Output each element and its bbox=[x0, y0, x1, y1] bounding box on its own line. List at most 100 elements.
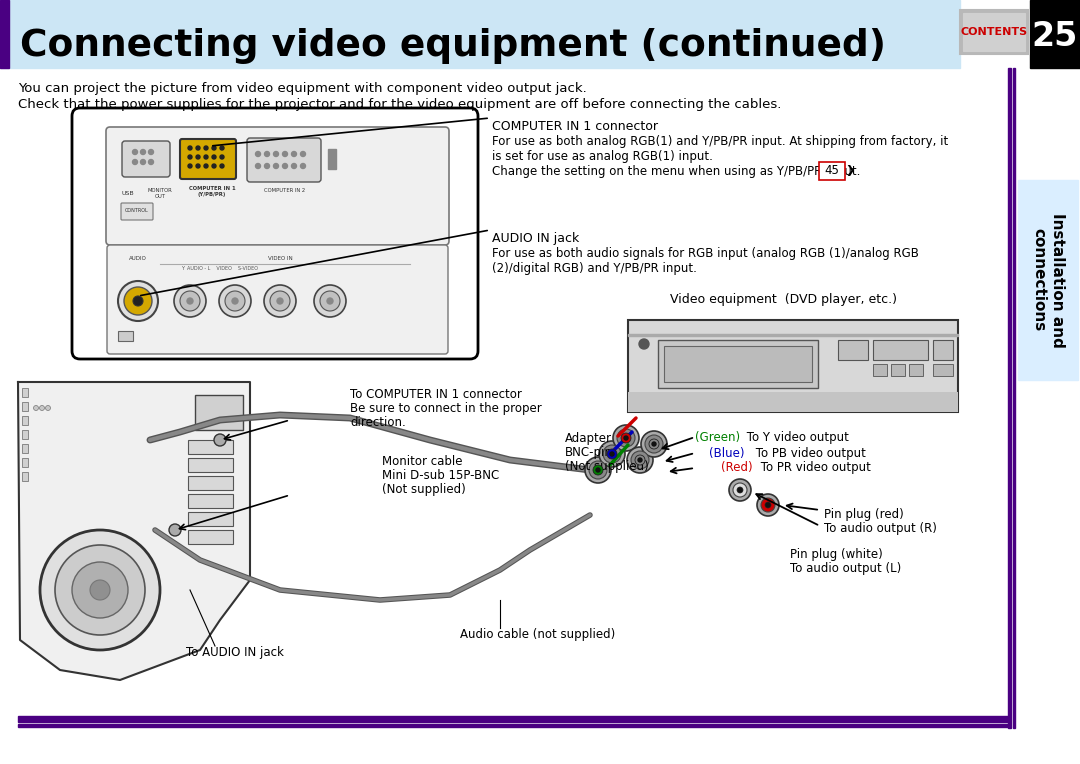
Circle shape bbox=[40, 406, 44, 410]
Bar bbox=[933, 340, 953, 360]
Text: To PR video output: To PR video output bbox=[757, 461, 870, 474]
Bar bbox=[22, 430, 28, 439]
Circle shape bbox=[264, 285, 296, 317]
Circle shape bbox=[149, 150, 153, 154]
Bar bbox=[909, 364, 923, 376]
Circle shape bbox=[214, 434, 226, 446]
Circle shape bbox=[621, 433, 631, 443]
Text: Video equipment  (DVD player, etc.): Video equipment (DVD player, etc.) bbox=[670, 293, 896, 306]
Text: Installation and
connections: Installation and connections bbox=[1031, 212, 1065, 348]
Circle shape bbox=[219, 285, 251, 317]
Text: COMPUTER IN 1 connector: COMPUTER IN 1 connector bbox=[492, 120, 658, 133]
Bar bbox=[1030, 0, 1080, 68]
Circle shape bbox=[589, 461, 607, 479]
Text: 25: 25 bbox=[1031, 20, 1078, 53]
Circle shape bbox=[757, 494, 779, 516]
Circle shape bbox=[649, 439, 659, 449]
Circle shape bbox=[292, 163, 297, 169]
Bar bbox=[0, 0, 960, 68]
Bar bbox=[664, 346, 812, 382]
Circle shape bbox=[635, 455, 645, 465]
Polygon shape bbox=[18, 382, 249, 680]
Circle shape bbox=[225, 291, 245, 311]
Circle shape bbox=[765, 502, 771, 508]
Circle shape bbox=[273, 163, 279, 169]
Circle shape bbox=[45, 406, 51, 410]
Circle shape bbox=[737, 487, 743, 493]
Circle shape bbox=[300, 163, 306, 169]
Bar bbox=[963, 13, 1025, 51]
Circle shape bbox=[118, 281, 158, 321]
Text: Mini D-sub 15P-BNC: Mini D-sub 15P-BNC bbox=[382, 469, 499, 482]
Circle shape bbox=[256, 163, 260, 169]
Circle shape bbox=[195, 155, 200, 159]
Circle shape bbox=[314, 285, 346, 317]
Circle shape bbox=[265, 163, 270, 169]
Circle shape bbox=[613, 425, 639, 451]
Text: Change the setting on the menu when using as Y/PB/PR input.: Change the setting on the menu when usin… bbox=[492, 165, 861, 178]
Circle shape bbox=[627, 447, 653, 473]
Circle shape bbox=[220, 146, 224, 150]
Circle shape bbox=[133, 150, 137, 154]
Circle shape bbox=[270, 291, 291, 311]
Bar bbox=[933, 364, 953, 376]
Text: BNC-pin: BNC-pin bbox=[565, 446, 612, 459]
Circle shape bbox=[617, 429, 635, 447]
Text: (Red): (Red) bbox=[721, 461, 753, 474]
Text: (Green): (Green) bbox=[696, 430, 740, 443]
Circle shape bbox=[133, 296, 143, 306]
Circle shape bbox=[188, 146, 192, 150]
Bar bbox=[22, 458, 28, 467]
Text: To AUDIO IN jack: To AUDIO IN jack bbox=[186, 646, 284, 659]
Circle shape bbox=[212, 155, 216, 159]
Circle shape bbox=[327, 298, 333, 304]
Text: CONTENTS: CONTENTS bbox=[960, 27, 1027, 37]
Bar bbox=[838, 340, 868, 360]
Circle shape bbox=[149, 160, 153, 164]
Bar bbox=[188, 440, 233, 454]
Bar bbox=[188, 494, 233, 508]
Bar bbox=[22, 388, 28, 397]
Text: MONITOR
OUT: MONITOR OUT bbox=[148, 188, 173, 199]
Circle shape bbox=[188, 164, 192, 168]
FancyBboxPatch shape bbox=[819, 162, 845, 180]
Circle shape bbox=[273, 151, 279, 157]
Bar bbox=[658, 340, 818, 388]
Circle shape bbox=[168, 524, 181, 536]
Text: To Y video output: To Y video output bbox=[743, 430, 849, 443]
Circle shape bbox=[90, 580, 110, 600]
Circle shape bbox=[187, 298, 193, 304]
Text: (Blue): (Blue) bbox=[708, 446, 744, 459]
Circle shape bbox=[607, 449, 617, 459]
Bar bbox=[188, 458, 233, 472]
FancyBboxPatch shape bbox=[107, 245, 448, 354]
Text: COMPUTER IN 2: COMPUTER IN 2 bbox=[265, 188, 306, 193]
Circle shape bbox=[124, 287, 152, 315]
Circle shape bbox=[33, 406, 39, 410]
Circle shape bbox=[642, 431, 667, 457]
Text: is set for use as analog RGB(1) input.: is set for use as analog RGB(1) input. bbox=[492, 150, 713, 163]
Bar bbox=[22, 472, 28, 481]
Text: (Not supplied): (Not supplied) bbox=[565, 460, 649, 473]
Circle shape bbox=[140, 150, 146, 154]
Text: For use as both analog RGB(1) and Y/PB/PR input. At shipping from factory, it: For use as both analog RGB(1) and Y/PB/P… bbox=[492, 135, 948, 148]
Circle shape bbox=[638, 458, 642, 462]
Bar bbox=[18, 724, 1008, 727]
Circle shape bbox=[212, 146, 216, 150]
Circle shape bbox=[220, 164, 224, 168]
Text: (2)/digital RGB) and Y/PB/PR input.: (2)/digital RGB) and Y/PB/PR input. bbox=[492, 262, 697, 275]
Bar bbox=[195, 395, 243, 430]
Circle shape bbox=[593, 465, 603, 475]
Text: (Not supplied): (Not supplied) bbox=[382, 483, 465, 496]
Text: VIDEO IN: VIDEO IN bbox=[268, 256, 293, 261]
Circle shape bbox=[40, 530, 160, 650]
Circle shape bbox=[133, 160, 137, 164]
Bar bbox=[118, 331, 133, 341]
Circle shape bbox=[204, 155, 208, 159]
Bar bbox=[328, 149, 336, 169]
Circle shape bbox=[624, 436, 627, 440]
Circle shape bbox=[204, 164, 208, 168]
Bar bbox=[188, 476, 233, 490]
Circle shape bbox=[180, 291, 200, 311]
Circle shape bbox=[265, 151, 270, 157]
